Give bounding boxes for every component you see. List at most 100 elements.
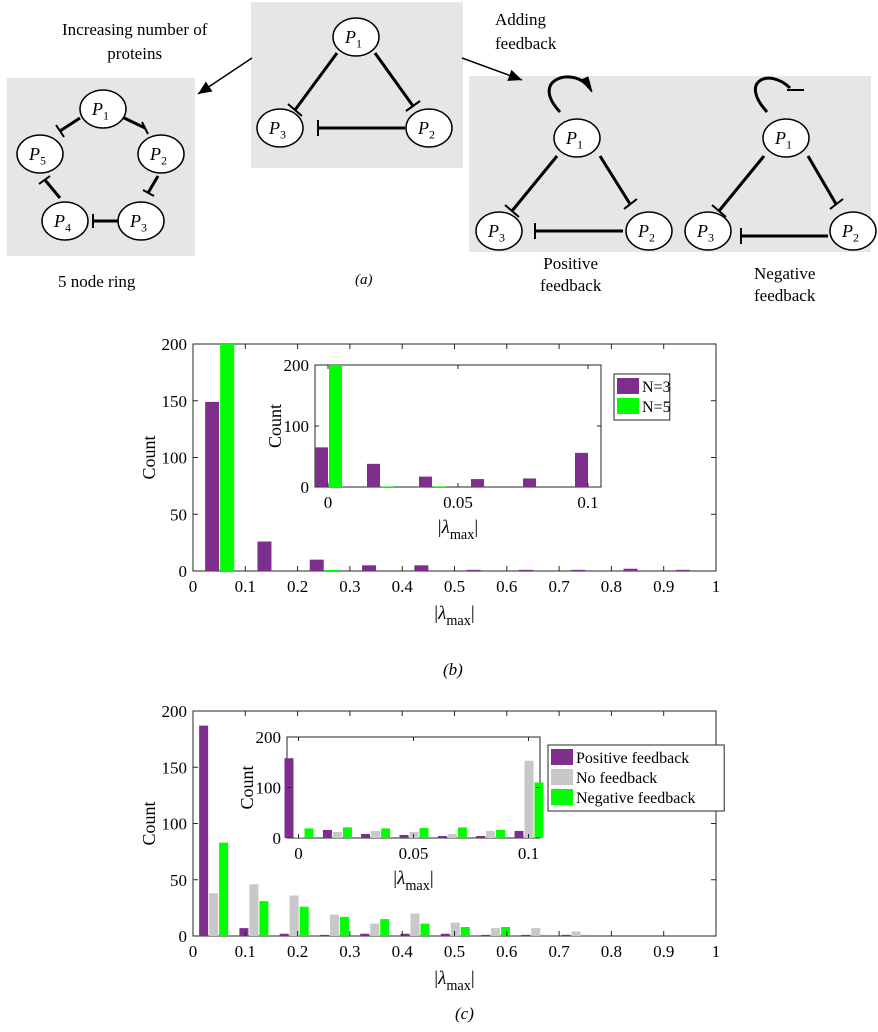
bar (420, 923, 430, 936)
bar (380, 919, 390, 936)
bar (279, 933, 289, 936)
legend-entry: No feedback (576, 770, 657, 787)
bar (486, 830, 496, 838)
node-label-p2: P2 (638, 221, 655, 245)
node-label-p1: P1 (566, 128, 583, 152)
y-tick-label: 100 (162, 449, 188, 468)
y-tick-label: 0 (301, 478, 310, 497)
x-axis-label: |λmax| (393, 868, 433, 894)
bar (410, 913, 420, 936)
bar (360, 933, 370, 936)
bar (433, 486, 446, 487)
node-p3-ring5 (117, 201, 165, 241)
y-tick-label: 0 (179, 562, 188, 581)
bar (414, 565, 429, 571)
panel-a-diagram (7, 2, 877, 256)
bar (518, 569, 533, 571)
y-tick-label: 0 (179, 927, 188, 946)
bar (332, 831, 342, 838)
bar (447, 833, 457, 838)
bar (571, 931, 581, 936)
panel-b-caption: (b) (443, 660, 463, 679)
bar (581, 934, 591, 936)
legend-swatch (617, 378, 639, 394)
legend: N=3N=5 (613, 373, 671, 421)
panel-c-caption: (c) (455, 1004, 474, 1023)
arrow-to-feedback (461, 57, 523, 81)
x-tick-label: 0.4 (392, 577, 414, 596)
y-tick-label: 200 (162, 702, 188, 721)
c-inset-axes-box (286, 736, 541, 839)
node-label-p3: P3 (488, 221, 505, 245)
bar (481, 934, 491, 936)
bar (450, 922, 460, 936)
bar (575, 452, 588, 487)
panel-b-chart: 0 0.1 0.2 0.3 0.4 0.5 0.6 0.7 0.8 0.9 1 0 50 100 150 20… (139, 335, 720, 629)
x-tick-label: 0.4 (392, 942, 414, 961)
bar (524, 760, 534, 838)
bar (571, 569, 586, 571)
node-p2-ring5 (137, 134, 185, 174)
x-tick-label: 0 (324, 493, 333, 512)
x-tick-label: 0.1 (577, 493, 598, 512)
bar (329, 365, 342, 487)
x-tick-label: 0.8 (601, 577, 622, 596)
node-p3-negative (684, 211, 732, 251)
node-label-p2: P2 (842, 221, 859, 245)
positive-feedback-ring (504, 75, 638, 239)
bar (534, 782, 544, 838)
x-tick-label: 0.7 (548, 577, 570, 596)
bar (471, 479, 484, 487)
legend-swatch (551, 749, 573, 765)
negative-feedback-ring (711, 76, 844, 244)
node-p5-ring5 (16, 134, 64, 174)
legend-entry: N=5 (642, 399, 671, 416)
label-five-node-ring: 5 node ring (58, 272, 136, 291)
bar (339, 916, 349, 936)
bar (437, 835, 447, 838)
node-label-p5: P5 (29, 144, 46, 168)
node-p1-center (332, 17, 380, 57)
node-label-p1: P1 (345, 27, 362, 51)
x-tick-label: 0 (189, 942, 198, 961)
bar (220, 344, 235, 571)
y-tick-label: 100 (256, 779, 282, 798)
x-tick-label: 0.2 (287, 942, 308, 961)
y-tick-label: 150 (162, 758, 188, 777)
bar (367, 463, 380, 487)
x-tick-label: 0 (294, 844, 303, 863)
bar (289, 895, 299, 936)
node-p4-ring5 (41, 201, 89, 241)
y-tick-label: 150 (162, 392, 188, 411)
panel-a-caption: (a) (355, 272, 373, 288)
x-tick-label: 0.8 (601, 942, 622, 961)
x-tick-label: 0.1 (235, 577, 256, 596)
bar (440, 933, 450, 936)
legend-swatch (617, 398, 639, 414)
x-axis-label: |λmax| (438, 517, 478, 543)
x-tick-label: 0.1 (235, 942, 256, 961)
bar (304, 828, 314, 838)
node-circles (16, 17, 877, 251)
bar (523, 478, 536, 487)
label-positive-feedback: Positive feedback (540, 254, 602, 295)
arrow-to-five-node (197, 57, 253, 95)
bar (324, 569, 339, 571)
bar (491, 928, 501, 936)
node-p1-ring5 (79, 89, 127, 129)
bar (496, 829, 506, 838)
node-label-p3: P3 (130, 211, 147, 235)
y-axis-label: Count (139, 801, 159, 845)
bar (257, 541, 272, 571)
bar (199, 725, 209, 936)
x-tick-label: 0.7 (548, 942, 570, 961)
legend-box (547, 744, 725, 812)
bar (623, 568, 638, 571)
x-tick-label: 0 (189, 577, 198, 596)
node-label-p3: P3 (269, 118, 286, 142)
x-tick-label: 0.2 (287, 577, 308, 596)
bar (466, 569, 481, 571)
legend-entry: Positive feedback (576, 750, 689, 767)
y-tick-label: 200 (284, 356, 310, 375)
